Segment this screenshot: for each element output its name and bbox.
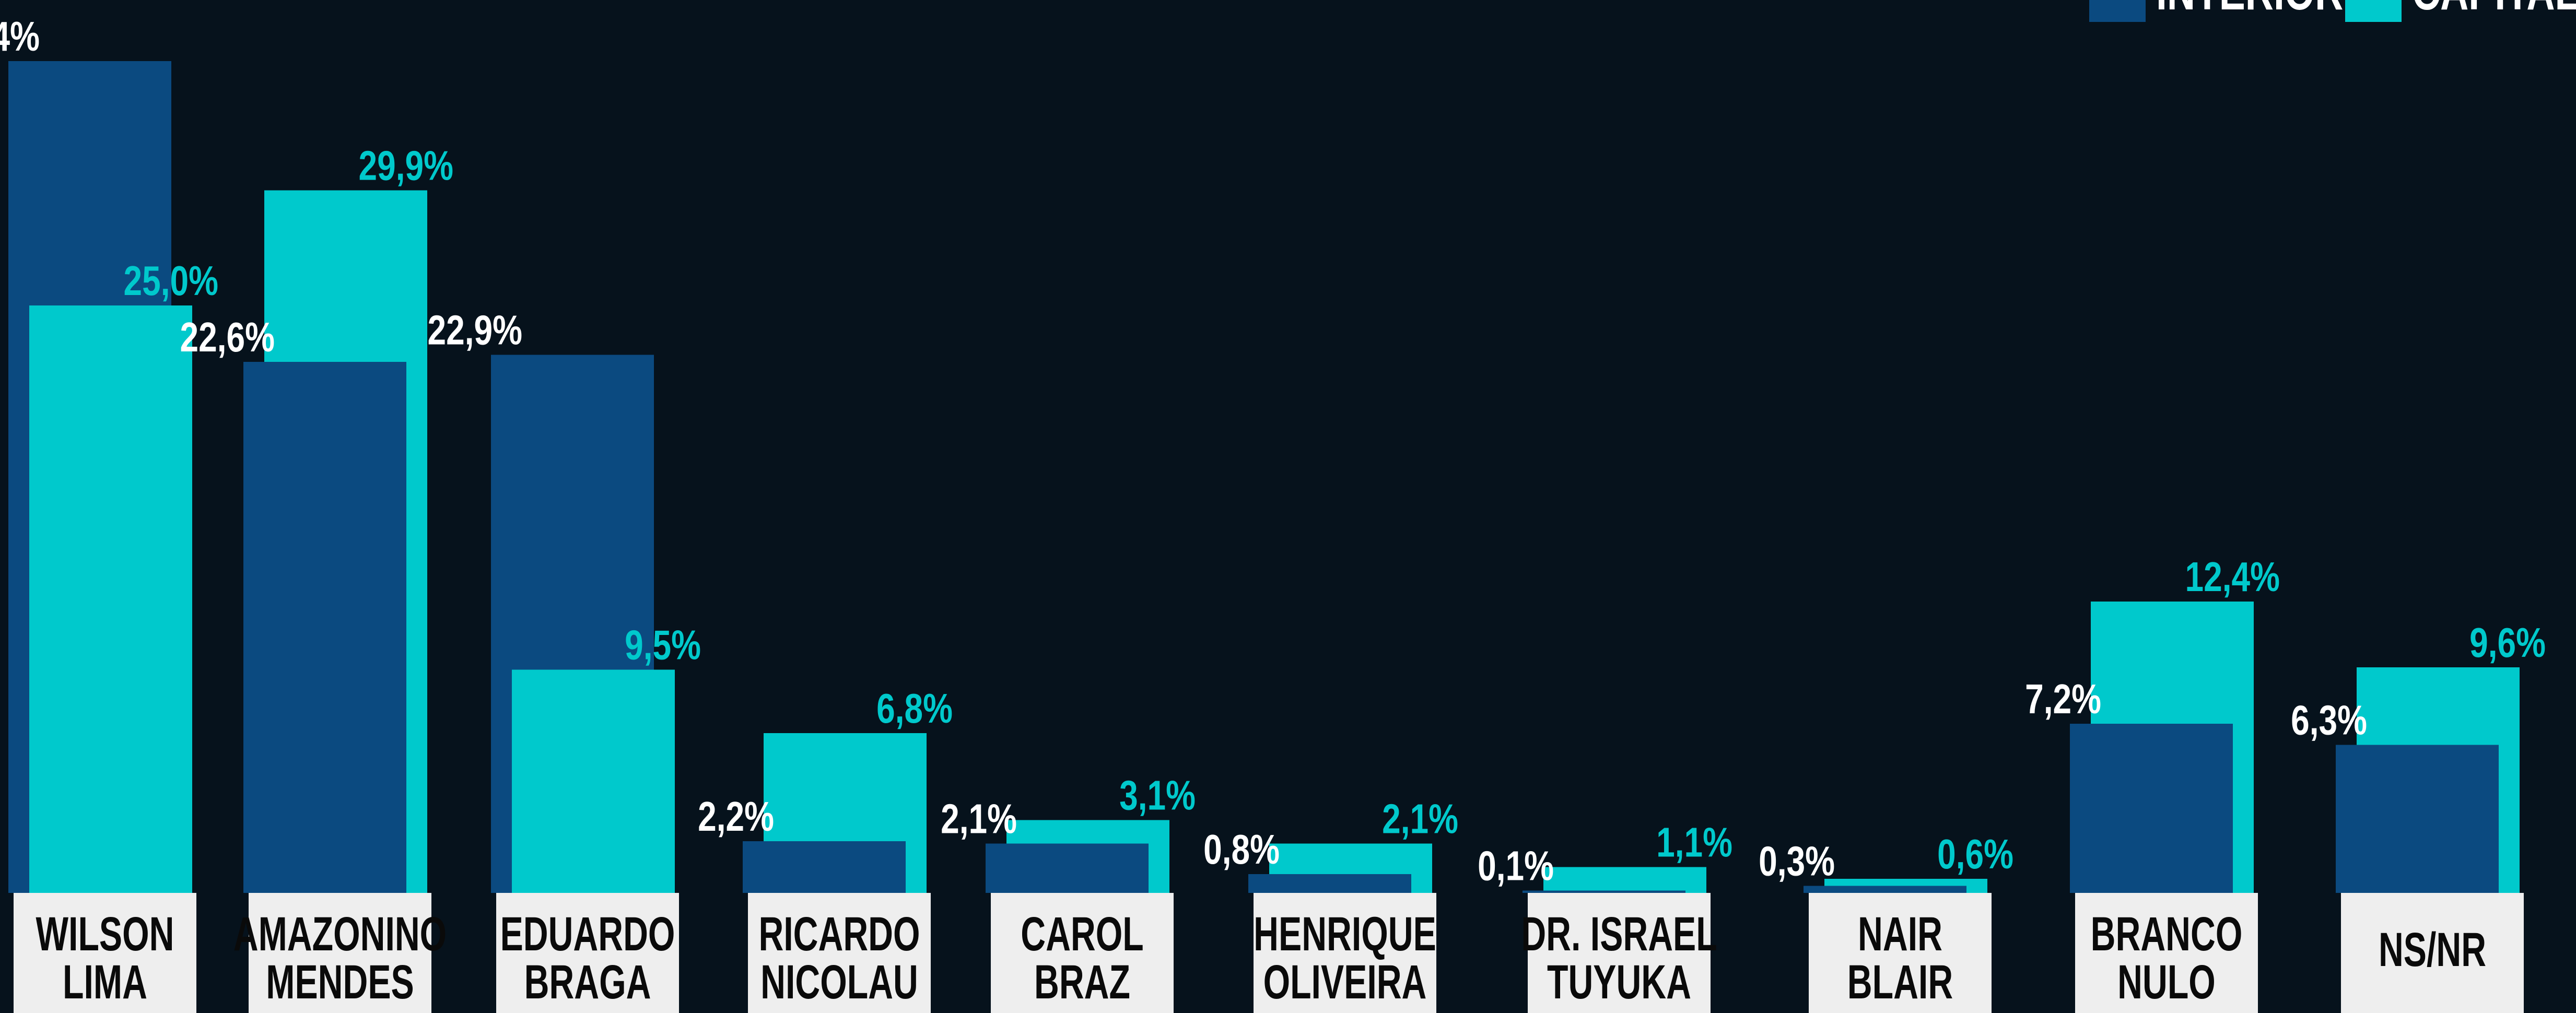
category-label: LIMA bbox=[63, 955, 147, 1008]
value-label: 3,1% bbox=[1119, 772, 1196, 819]
name-box bbox=[1528, 893, 1711, 1013]
value-label: 25,0% bbox=[124, 257, 218, 304]
value-label: 1,1% bbox=[1656, 819, 1732, 866]
category-label: AMAZONINO bbox=[233, 906, 447, 960]
bar bbox=[29, 305, 192, 893]
category-label: DR. ISRAEL bbox=[1521, 906, 1717, 960]
category-label: TUYUKA bbox=[1547, 955, 1691, 1008]
name-box bbox=[1809, 893, 1992, 1013]
value-label: 22,9% bbox=[428, 307, 522, 354]
category-label: BRAGA bbox=[524, 955, 651, 1008]
bar bbox=[2336, 745, 2499, 893]
value-label: 29,9% bbox=[359, 143, 453, 189]
value-label: 0,3% bbox=[1759, 838, 1835, 885]
value-label: 2,2% bbox=[698, 793, 774, 840]
bar bbox=[986, 843, 1149, 893]
category-label: NAIR bbox=[1858, 906, 1942, 960]
value-label: 22,6% bbox=[180, 314, 275, 360]
value-label: 0,1% bbox=[1478, 843, 1554, 889]
bar bbox=[512, 669, 675, 893]
legend-swatch bbox=[2345, 0, 2402, 22]
bar bbox=[1523, 890, 1685, 893]
category-label: MENDES bbox=[266, 955, 414, 1008]
category-label: EDUARDO bbox=[500, 906, 675, 960]
name-box bbox=[2075, 893, 2258, 1013]
name-box bbox=[14, 893, 196, 1013]
value-label: 9,5% bbox=[625, 622, 701, 668]
value-label: 2,1% bbox=[941, 796, 1017, 842]
legend-label: INTERIOR bbox=[2156, 0, 2343, 20]
category-label: NULO bbox=[2117, 955, 2216, 1008]
value-label: 35,4% bbox=[0, 13, 40, 60]
value-label: 0,6% bbox=[1937, 831, 2013, 877]
category-label: OLIVEIRA bbox=[1263, 955, 1427, 1008]
category-label: WILSON bbox=[36, 906, 174, 960]
name-box bbox=[496, 893, 679, 1013]
name-box bbox=[2341, 893, 2524, 1013]
value-label: 6,3% bbox=[2291, 697, 2367, 744]
bar bbox=[243, 362, 406, 893]
category-label: NS/NR bbox=[2379, 922, 2486, 976]
bar bbox=[1248, 874, 1411, 893]
legend-label: CAPITAL bbox=[2412, 0, 2576, 20]
category-label: CAROL bbox=[1021, 906, 1143, 960]
bar bbox=[743, 841, 906, 893]
bar bbox=[1804, 886, 1966, 893]
value-label: 2,1% bbox=[1382, 796, 1458, 842]
value-label: 9,6% bbox=[2469, 619, 2546, 666]
value-label: 6,8% bbox=[876, 685, 953, 732]
bar bbox=[1543, 867, 1706, 893]
category-label: BLAIR bbox=[1847, 955, 1953, 1008]
category-label: BRAZ bbox=[1034, 955, 1130, 1008]
name-box bbox=[991, 893, 1174, 1013]
category-label: NICOLAU bbox=[760, 955, 918, 1008]
value-label: 7,2% bbox=[2025, 676, 2101, 722]
value-label: 12,4% bbox=[2185, 553, 2280, 600]
legend-swatch bbox=[2089, 0, 2146, 22]
name-box bbox=[1254, 893, 1436, 1013]
name-box bbox=[249, 893, 431, 1013]
value-label: 0,8% bbox=[1203, 826, 1280, 873]
category-label: RICARDO bbox=[758, 906, 920, 960]
bar bbox=[2070, 724, 2233, 893]
category-label: HENRIQUE bbox=[1254, 906, 1436, 960]
name-box bbox=[748, 893, 931, 1013]
category-label: BRANCO bbox=[2091, 906, 2243, 960]
